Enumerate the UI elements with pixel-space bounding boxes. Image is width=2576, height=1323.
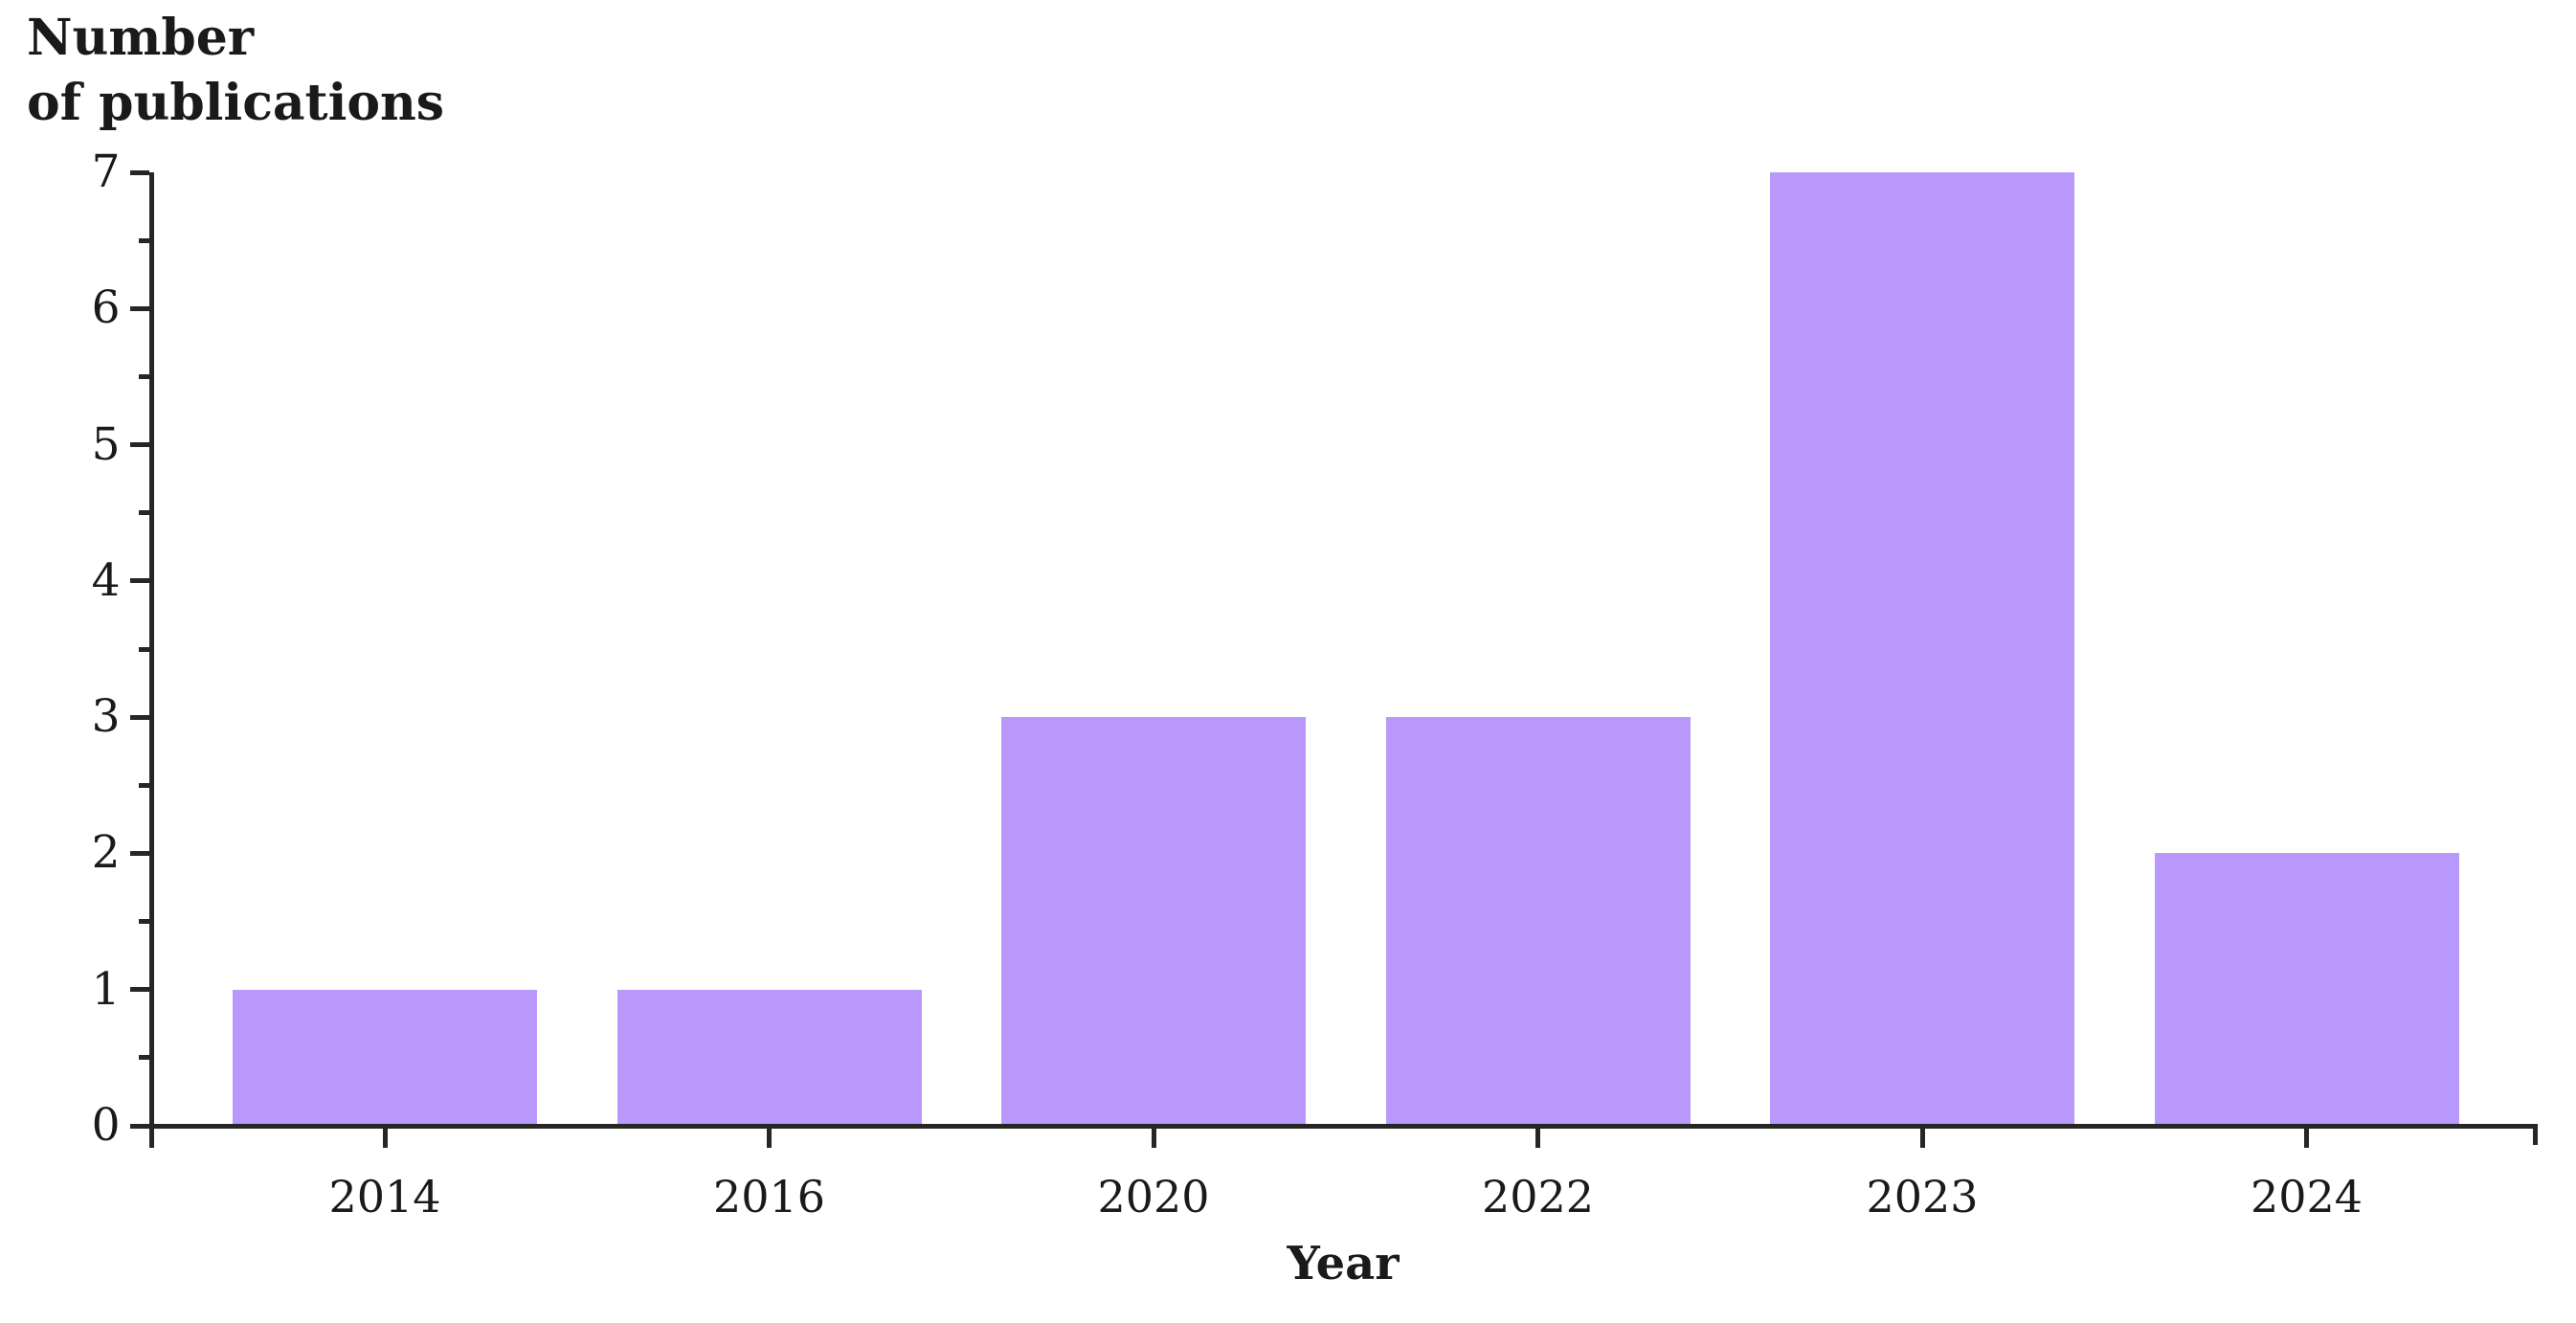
x-tick-label-2022: 2022 (1481, 1170, 1595, 1222)
y-tick-6 (129, 305, 149, 311)
x-axis-title: Year (1287, 1237, 1400, 1290)
bar-2020 (1001, 717, 1306, 1126)
y-axis-title-line-2: of publications (27, 73, 445, 132)
y-minor-tick-2.5 (138, 782, 149, 788)
y-minor-tick-1.5 (138, 919, 149, 925)
y-tick-7 (129, 169, 149, 175)
x-tick-label-2023: 2023 (1866, 1170, 1979, 1222)
y-tick-2 (129, 850, 149, 856)
y-tick-label-5: 5 (91, 417, 121, 471)
y-tick-3 (129, 714, 149, 720)
y-tick-label-4: 4 (91, 553, 121, 607)
x-axis-end-tick (2532, 1123, 2538, 1145)
y-minor-tick-6.5 (138, 237, 149, 243)
y-tick-label-3: 3 (91, 690, 121, 744)
x-axis-line (148, 1123, 2538, 1129)
x-tick-2023 (1919, 1128, 1925, 1148)
x-tick-label-2024: 2024 (2250, 1170, 2363, 1222)
x-tick-label-2020: 2020 (1097, 1170, 1210, 1222)
bar-2014 (233, 989, 537, 1126)
y-tick-5 (129, 442, 149, 448)
y-minor-tick-0.5 (138, 1055, 149, 1061)
y-tick-0 (129, 1123, 149, 1129)
x-tick-2014 (382, 1128, 388, 1148)
y-axis-line (148, 172, 154, 1148)
y-axis-title-line-1: Number (27, 9, 255, 67)
x-tick-label-2014: 2014 (328, 1170, 441, 1222)
y-minor-tick-5.5 (138, 373, 149, 379)
y-minor-tick-3.5 (138, 646, 149, 652)
y-minor-tick-4.5 (138, 510, 149, 516)
y-axis-title: Number of publications (27, 6, 444, 135)
bar-2024 (2154, 853, 2459, 1126)
y-tick-label-2: 2 (91, 826, 121, 880)
y-tick-label-6: 6 (91, 281, 121, 335)
bar-2022 (1385, 717, 1691, 1126)
x-tick-2020 (1151, 1128, 1156, 1148)
x-tick-2016 (767, 1128, 772, 1148)
bar-2023 (1770, 172, 2074, 1126)
y-tick-label-0: 0 (91, 1099, 121, 1152)
y-tick-1 (129, 987, 149, 993)
bar-2016 (616, 989, 922, 1126)
y-tick-4 (129, 578, 149, 584)
y-tick-label-1: 1 (91, 962, 121, 1016)
x-tick-2022 (1535, 1128, 1540, 1148)
y-tick-label-7: 7 (91, 146, 121, 198)
x-tick-2024 (2304, 1128, 2309, 1148)
x-tick-label-2016: 2016 (712, 1170, 826, 1222)
